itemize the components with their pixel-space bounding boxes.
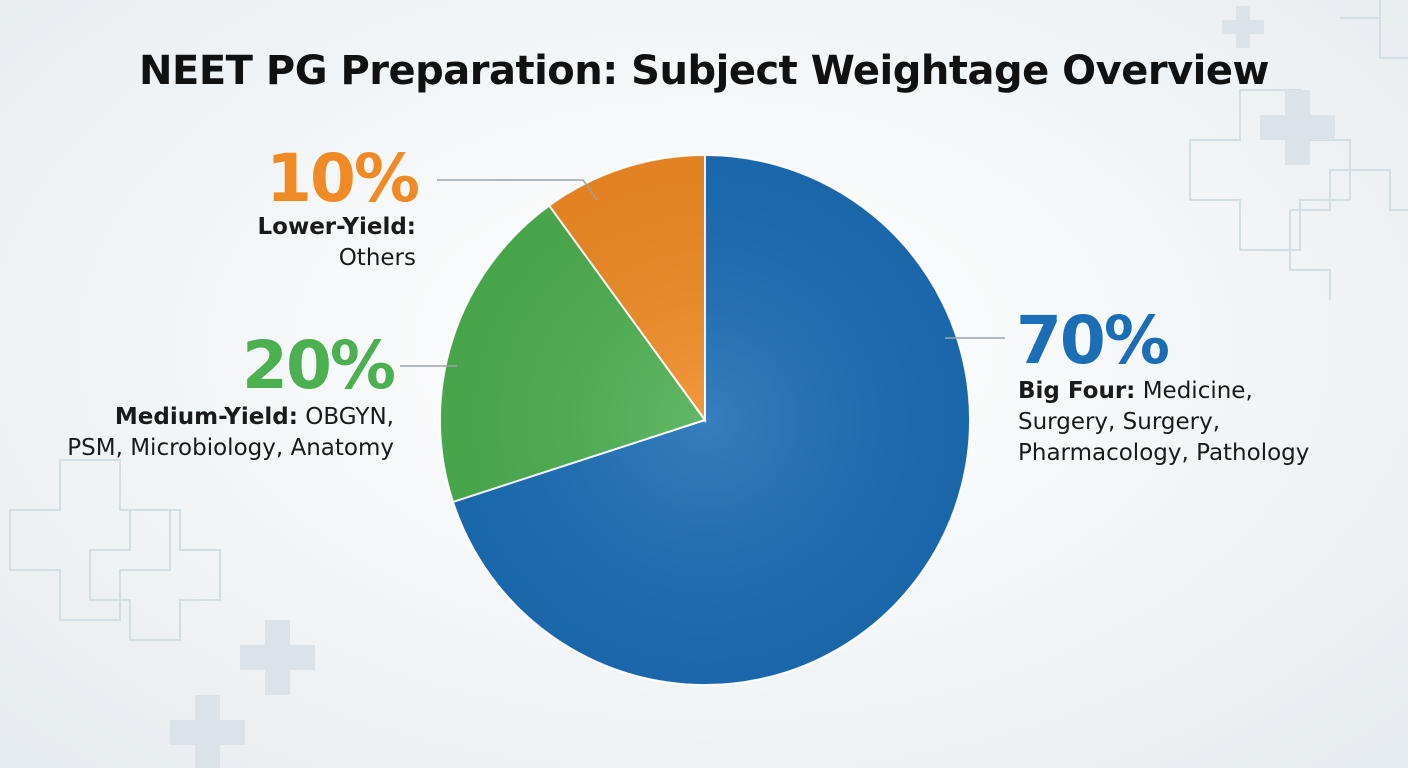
description-line: Others xyxy=(338,245,416,271)
value-label: 70% xyxy=(1016,302,1170,379)
description-line: Surgery, Surgery, xyxy=(1018,409,1221,435)
description-line: Medicine, xyxy=(1142,378,1253,404)
value-label: 10% xyxy=(266,140,420,217)
value-label: 20% xyxy=(242,327,396,404)
slice-description: Lower-Yield: Others xyxy=(236,212,417,274)
description-line: Pharmacology, Pathology xyxy=(1018,440,1310,466)
description-line: PSM, Microbiology, Anatomy xyxy=(67,435,394,461)
leader-lines xyxy=(400,179,1005,367)
category-label: Big Four: xyxy=(1018,378,1136,404)
chart-title: NEET PG Preparation: Subject Weightage O… xyxy=(139,48,1269,94)
slice-description: Big Four: Medicine, Surgery, Surgery, Phar… xyxy=(1018,376,1378,469)
category-label: Lower-Yield: xyxy=(257,214,417,240)
slice-description: Medium-Yield: OBGYN, PSM, Microbiology, A… xyxy=(14,402,394,464)
background-crosses-filled xyxy=(170,6,1335,768)
description-line: OBGYN, xyxy=(305,404,394,430)
category-label: Medium-Yield: xyxy=(114,404,298,430)
pie xyxy=(439,153,971,686)
background-crosses xyxy=(9,0,1408,641)
